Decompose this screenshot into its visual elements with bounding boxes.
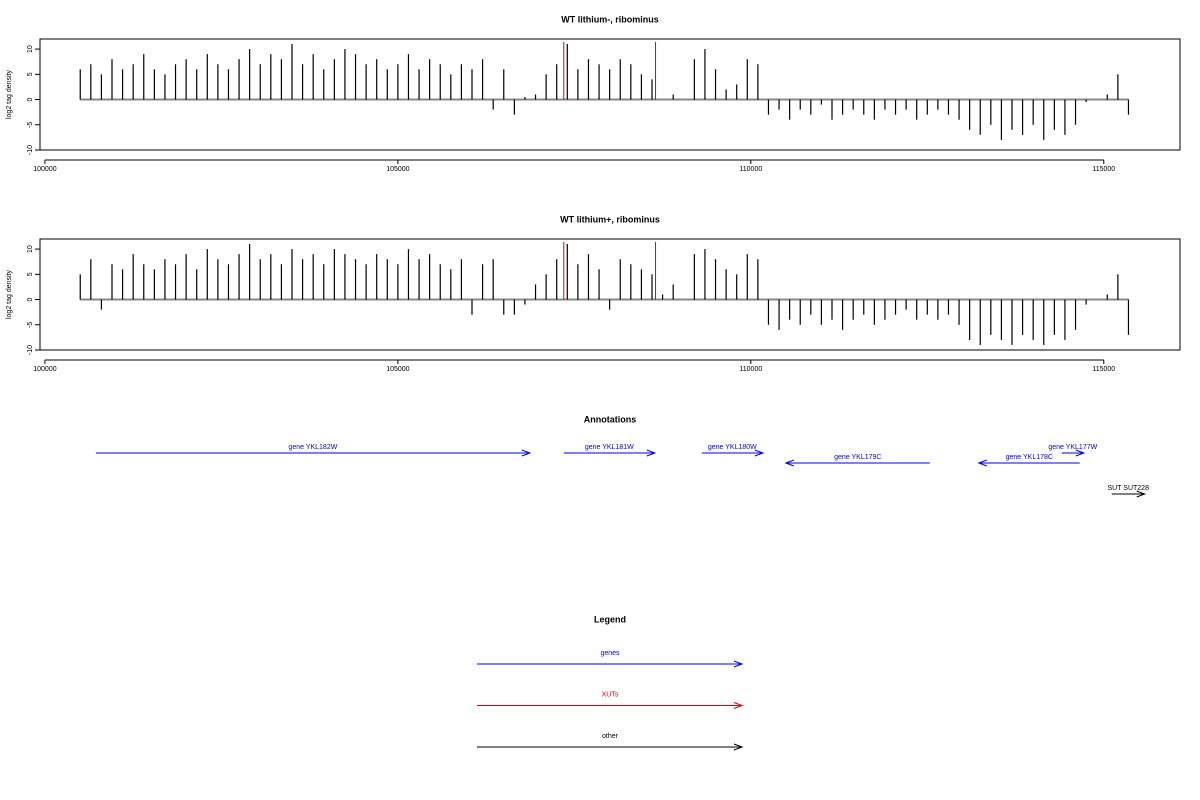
x-tick-label: 110000 (739, 166, 762, 173)
annotation-label: SUT SUT228 (1107, 485, 1149, 492)
annotation-arrow-part (977, 459, 987, 467)
x-tick-label: 100000 (33, 166, 56, 173)
annotation-arrow-part (1075, 449, 1086, 457)
y-tick-label: 10 (27, 45, 34, 53)
annotations-title: Annotations (584, 414, 637, 424)
legend-label: other (602, 733, 619, 740)
y-axis-label: log2 tag density (6, 69, 13, 119)
annotation-arrow (1061, 449, 1086, 457)
legend-arrow-part (733, 743, 744, 751)
y-tick-label: 0 (27, 297, 34, 301)
y-tick-label: 5 (27, 72, 34, 76)
y-tick-label: -5 (27, 122, 34, 128)
x-tick-label: 105000 (386, 166, 409, 173)
legend-arrow (477, 743, 744, 751)
annotation-arrow-part (754, 449, 765, 457)
annotation-label: gene YKL179C (834, 454, 881, 461)
y-tick-label: -10 (27, 345, 34, 355)
annotation-arrow-part (521, 449, 532, 457)
annotation-label: gene YKL178C (1006, 454, 1053, 461)
y-tick-label: 0 (27, 97, 34, 101)
legend-label: XUTs (602, 691, 619, 698)
annotation-label: gene YKL180W (708, 444, 757, 451)
chart-title: WT lithium+, ribominus (560, 214, 660, 224)
annotation-label: gene YKL181W (585, 444, 634, 451)
y-tick-label: -10 (27, 145, 34, 155)
annotation-label: gene YKL182W (288, 444, 337, 451)
x-tick-label: 100000 (33, 366, 56, 373)
y-tick-label: -5 (27, 322, 34, 328)
x-tick-label: 105000 (386, 366, 409, 373)
plot-frame (39, 238, 1181, 351)
x-tick-label: 115000 (1092, 366, 1115, 373)
legend-title: Legend (594, 614, 626, 624)
annotation-arrow-part (1136, 490, 1147, 498)
annotation-arrow (784, 459, 930, 467)
legend-arrow-part (733, 702, 744, 709)
y-axis-label: log2 tag density (6, 269, 13, 319)
legend-arrow-part (733, 660, 744, 668)
legend-arrow (477, 660, 744, 668)
y-tick-label: 10 (27, 245, 34, 253)
plot-frame (39, 38, 1181, 151)
annotation-arrow (1111, 490, 1147, 498)
legend-arrow (477, 702, 744, 709)
legend-label: genes (600, 650, 620, 657)
x-tick-label: 110000 (739, 366, 762, 373)
y-tick-label: 5 (27, 272, 34, 276)
x-tick-label: 115000 (1092, 166, 1115, 173)
annotation-arrow (977, 459, 1080, 467)
annotation-arrow (563, 449, 657, 457)
annotation-arrow (95, 449, 532, 457)
annotation-arrow-part (646, 449, 657, 457)
annotation-label: gene YKL177W (1048, 444, 1097, 451)
annotation-arrow-part (784, 459, 795, 467)
chart-title: WT lithium-, ribominus (561, 14, 659, 24)
annotation-arrow (701, 449, 765, 457)
